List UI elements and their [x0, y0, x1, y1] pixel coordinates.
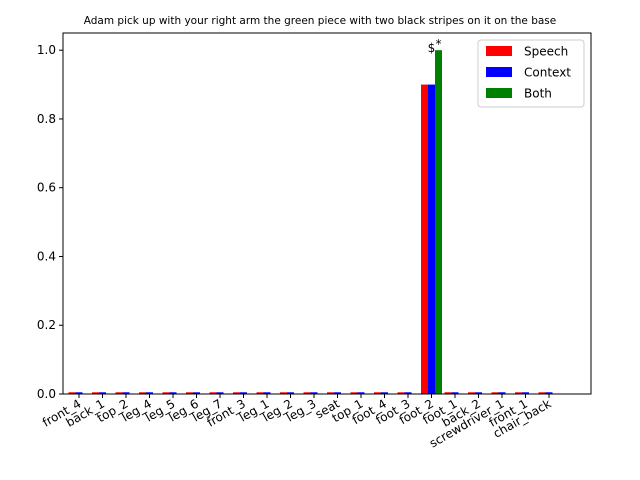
bars-group	[68, 50, 553, 395]
y-tick-label: 0.0	[37, 387, 56, 401]
y-tick-label: 0.8	[37, 112, 56, 126]
y-axis: 0.0 0.2 0.4 0.6 0.8 1.0	[37, 43, 63, 401]
y-tick-label: 0.2	[37, 318, 56, 332]
bar-context-foot_2	[428, 84, 435, 395]
annotation-dollar: $	[428, 41, 436, 55]
bar-speech-leg_2	[280, 392, 287, 394]
legend-label-speech: Speech	[524, 45, 568, 59]
bar-context-leg_3	[310, 392, 318, 394]
bar-speech-foot_2	[421, 84, 428, 395]
bar-context-back_1	[99, 392, 106, 394]
legend-swatch-both	[486, 88, 512, 98]
bar-speech-front_3	[233, 392, 240, 394]
bar-speech-front_4	[68, 392, 76, 394]
bar-context-leg_5	[169, 392, 177, 394]
bar-context-seat	[334, 392, 341, 394]
bar-speech-seat	[327, 392, 334, 394]
bar-speech-leg_5	[162, 392, 170, 394]
bar-speech-top_2	[115, 392, 123, 394]
bar-speech-foot_1	[444, 392, 452, 394]
bar-context-foot_4	[381, 392, 388, 394]
legend-swatch-context	[486, 67, 512, 77]
bar-speech-top_1	[350, 392, 358, 394]
y-tick-label: 0.4	[37, 249, 56, 263]
bar-speech-back_1	[92, 392, 99, 394]
bar-context-front_1	[522, 392, 529, 394]
bar-context-leg_1	[263, 392, 271, 394]
bar-context-top_1	[357, 392, 365, 394]
legend-label-context: Context	[524, 66, 571, 80]
bar-context-top_2	[122, 392, 130, 394]
bar-context-foot_1	[451, 392, 459, 394]
annotation-asterisk: *	[436, 37, 442, 51]
bar-context-leg_2	[287, 392, 294, 394]
bar-speech-foot_4	[374, 392, 381, 394]
bar-speech-leg_7	[209, 392, 217, 394]
bar-speech-screwdriver_1	[491, 392, 499, 394]
bar-speech-leg_1	[256, 392, 264, 394]
annotations-group: *$	[428, 37, 442, 55]
y-tick-label: 0.6	[37, 181, 56, 195]
bar-speech-leg_3	[303, 392, 311, 394]
y-tick-label: 1.0	[37, 43, 56, 57]
bar-context-front_3	[240, 392, 247, 394]
legend-label-both: Both	[524, 87, 552, 101]
bar-context-back_2	[475, 392, 482, 394]
bar-context-screwdriver_1	[498, 392, 506, 394]
bar-speech-leg_4	[139, 392, 146, 394]
legend: Speech Context Both	[477, 39, 585, 108]
bar-context-leg_6	[193, 392, 200, 394]
bar-context-chair_back	[545, 392, 553, 394]
bar-both-foot_2	[435, 50, 442, 394]
bar-speech-foot_3	[397, 392, 405, 394]
bar-speech-leg_6	[186, 392, 193, 394]
legend-swatch-speech	[486, 46, 512, 56]
plot-frame	[62, 32, 592, 395]
bar-speech-chair_back	[538, 392, 546, 394]
bar-context-front_4	[75, 392, 83, 394]
bar-speech-front_1	[515, 392, 522, 394]
bar-context-foot_3	[404, 392, 412, 394]
x-axis: front_4back_1top_2leg_4leg_5leg_6leg_7fr…	[40, 394, 554, 450]
chart-title: Adam pick up with your right arm the gre…	[84, 15, 557, 27]
bar-context-leg_7	[216, 392, 224, 394]
bar-context-leg_4	[146, 392, 153, 394]
bar-speech-back_2	[468, 392, 475, 394]
